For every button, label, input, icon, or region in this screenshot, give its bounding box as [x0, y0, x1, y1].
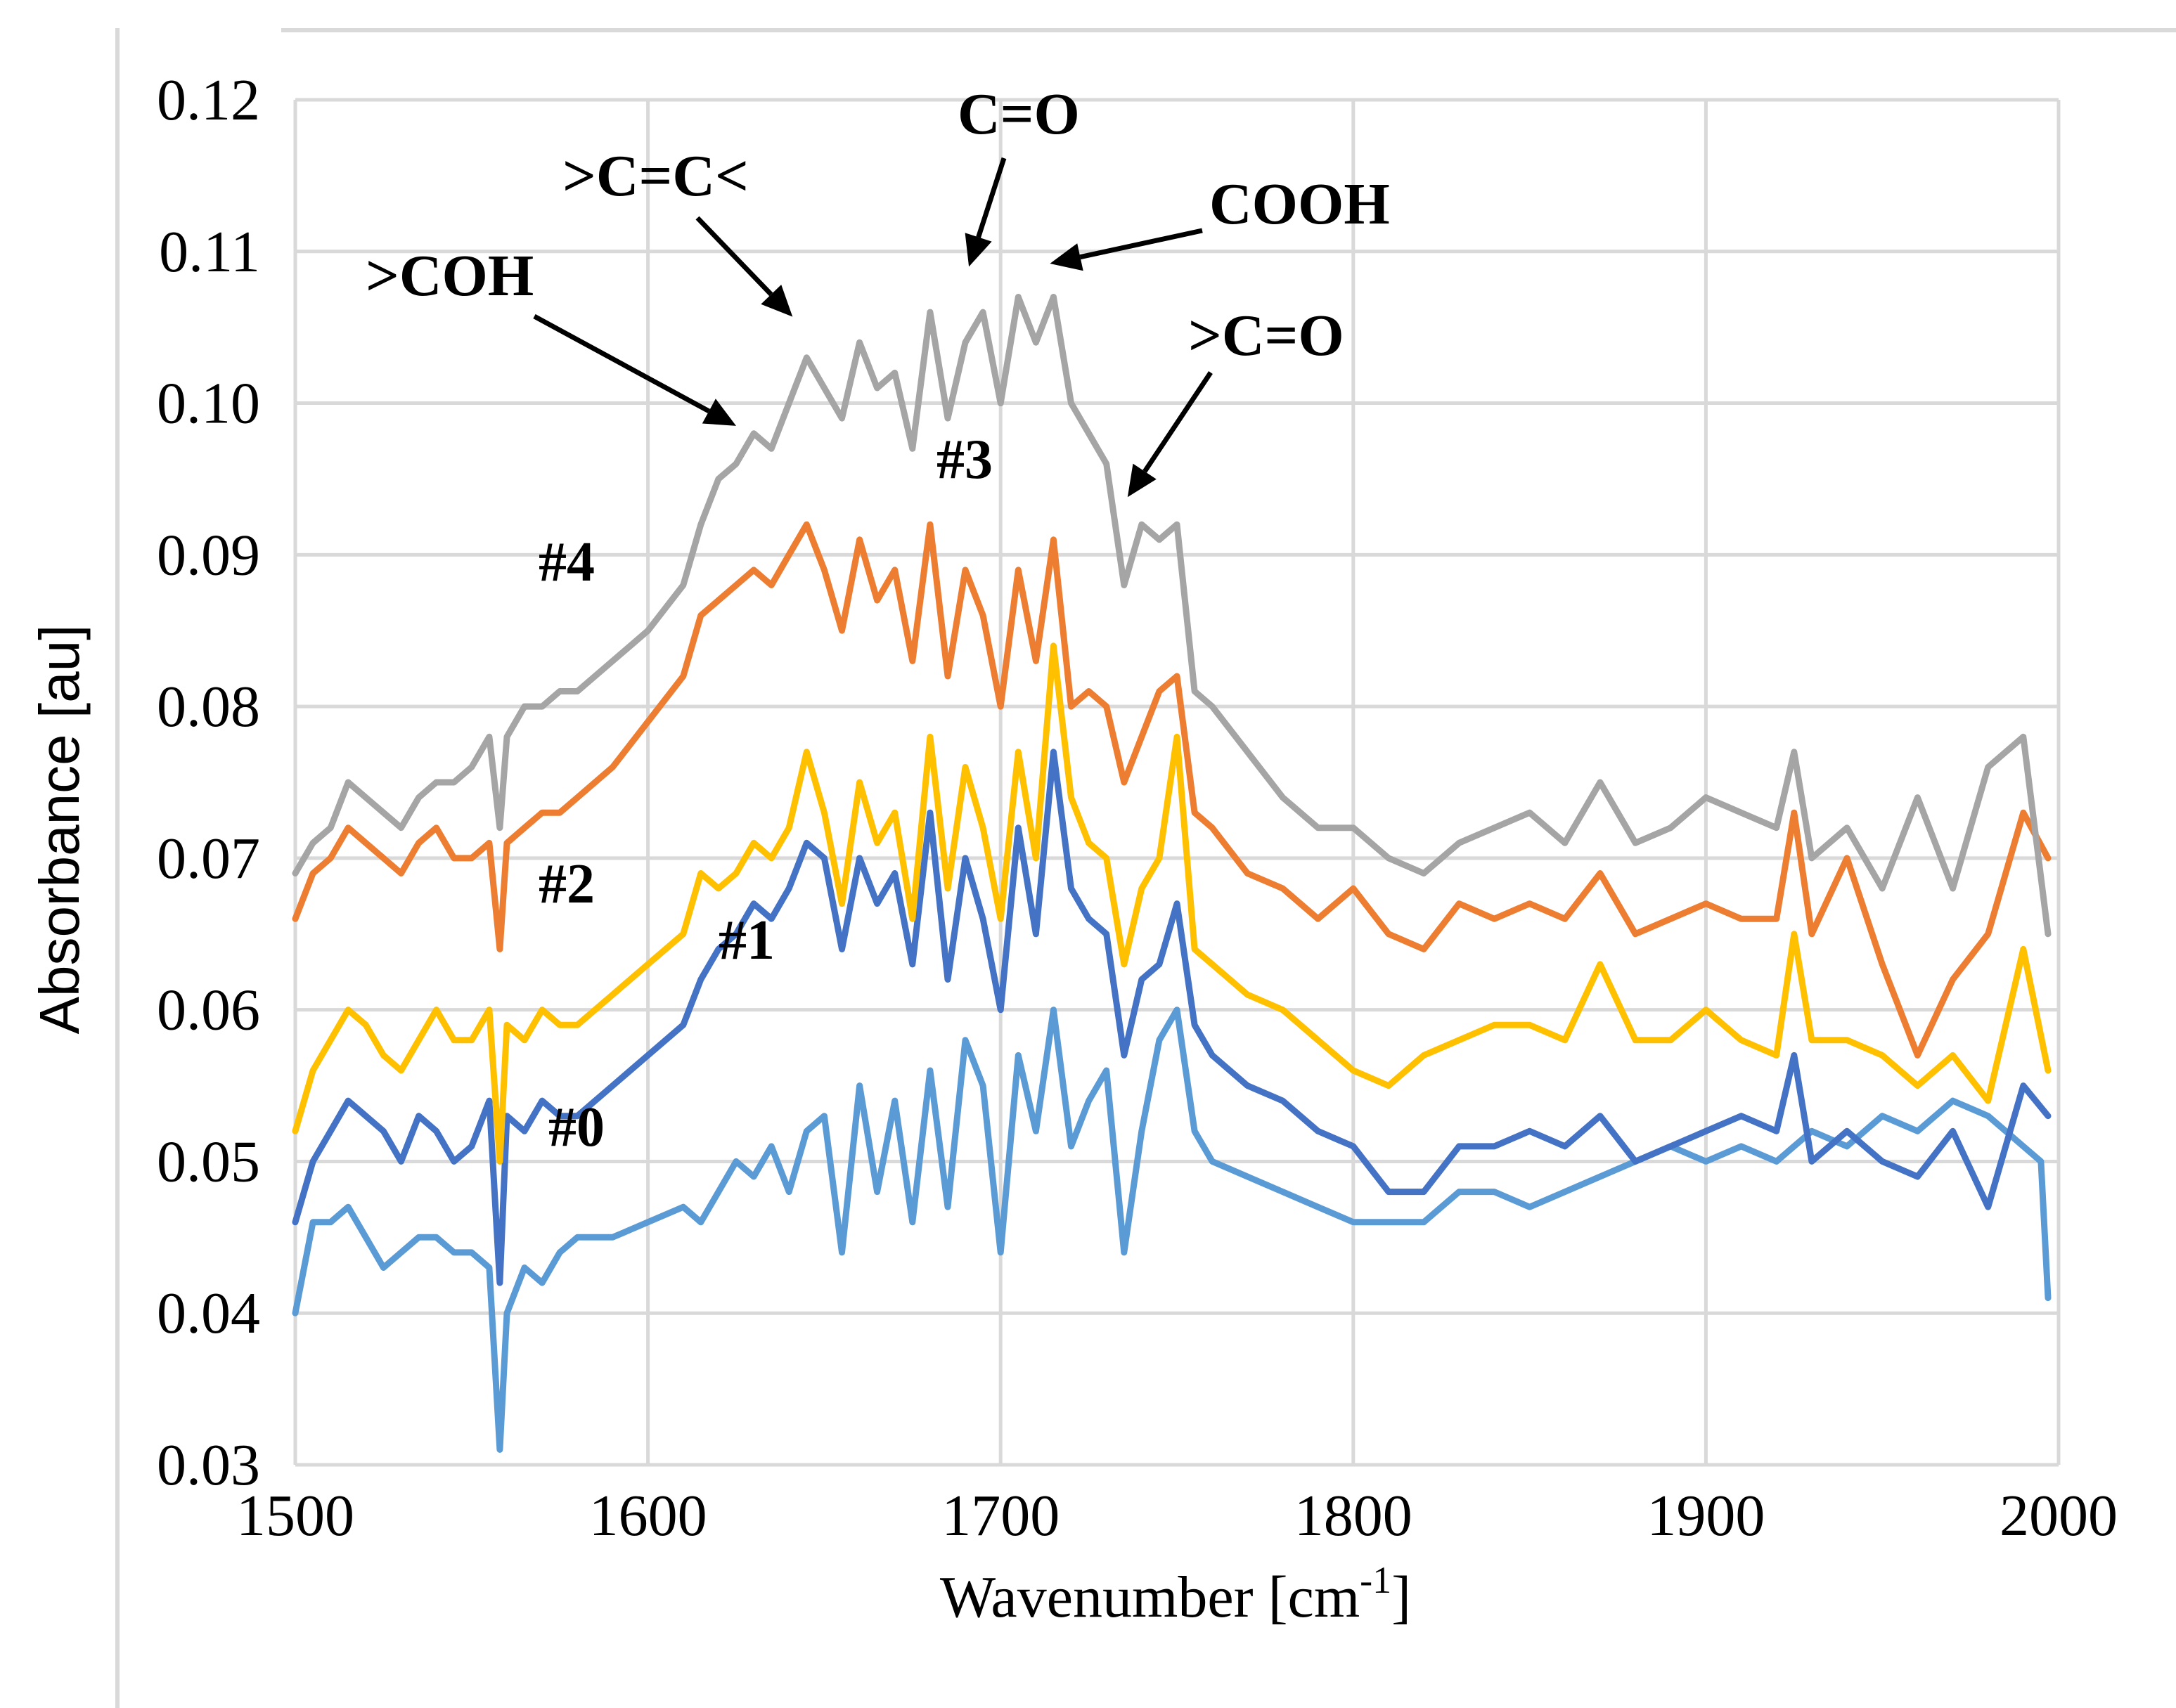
arrow-shaft-cooh [1079, 228, 1203, 260]
x-tick-label: 1800 [1294, 1483, 1412, 1548]
x-tick-label: 1700 [941, 1483, 1060, 1548]
frame-border-left [115, 28, 120, 1708]
series-label-4: #4 [539, 531, 595, 593]
series-label-3: #3 [936, 429, 993, 491]
y-tick-label: 0.06 [157, 978, 260, 1043]
y-tick-label: 0.10 [157, 371, 260, 436]
x-tick-label: 1600 [589, 1483, 707, 1548]
x-axis-label-superscript: -1 [1360, 1559, 1391, 1601]
arrow-shaft-co [976, 157, 1007, 238]
tick-labels: 1500 1600 1700 1800 1900 2000 0.03 0.04 0.05 0.06… [157, 67, 2118, 1548]
y-tick-label: 0.05 [157, 1129, 260, 1194]
y-tick-label: 0.09 [157, 522, 260, 588]
y-tick-label: 0.07 [157, 826, 260, 891]
series-line-0 [292, 1007, 2052, 1453]
annotation-arrows [533, 157, 1213, 498]
annotation-coh-label: >COH [366, 243, 534, 309]
x-tick-label: 2000 [2000, 1483, 2118, 1548]
series-line-1 [292, 749, 2052, 1286]
arrow-head-co [965, 233, 992, 267]
grid-lines [293, 98, 2061, 1467]
y-tick-label: 0.04 [157, 1281, 260, 1346]
x-axis-label: Wavenumber [cm-1] [940, 1559, 1411, 1630]
x-axis-label-main: Wavenumber [cm [940, 1565, 1360, 1630]
y-tick-label: 0.08 [157, 674, 260, 739]
x-tick-label: 1900 [1647, 1483, 1765, 1548]
x-axis-label-end: ] [1391, 1565, 1411, 1630]
arrow-shaft-coh [533, 313, 711, 413]
arrow-head-ketone [1127, 463, 1157, 498]
series-label-1: #1 [719, 910, 775, 971]
annotation-ketone-label: >C=O [1188, 303, 1344, 368]
arrow-shaft-cc [695, 216, 773, 297]
y-tick-label: 0.11 [159, 219, 260, 285]
arrow-shaft-ketone [1142, 371, 1213, 473]
series-label-2: #2 [539, 853, 595, 915]
y-tick-label: 0.12 [157, 67, 260, 133]
annotation-cc-label: >C=C< [562, 143, 749, 209]
y-axis-label: Absorbance [au] [28, 625, 91, 1035]
annotation-co-label: C=O [958, 82, 1080, 147]
series-label-0: #0 [548, 1096, 605, 1158]
x-tick-label: 1500 [236, 1483, 354, 1548]
arrow-head-cc [761, 285, 793, 317]
series-line-2 [292, 642, 2052, 1165]
series-lines [292, 294, 2052, 1453]
series-line-4 [292, 294, 2052, 938]
arrow-head-cooh [1050, 243, 1083, 271]
frame-border-top [281, 28, 2176, 32]
annotation-cooh-label: COOH [1209, 172, 1390, 237]
arrow-head-coh [702, 399, 736, 426]
series-line-3 [292, 521, 2052, 1059]
y-tick-label: 0.03 [157, 1432, 260, 1498]
